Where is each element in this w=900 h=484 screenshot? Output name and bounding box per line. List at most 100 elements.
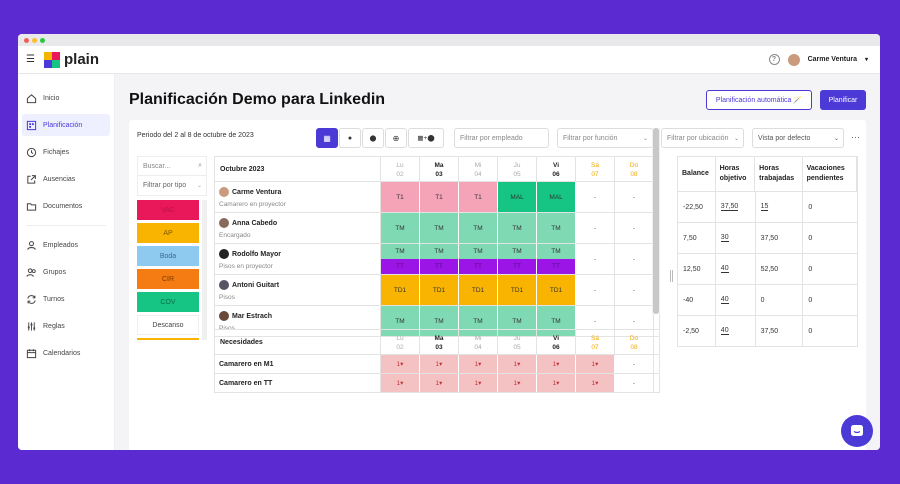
type-search-input[interactable]: Buscar... ⌕ <box>137 156 207 176</box>
shift-cell[interactable]: TD1 <box>498 275 537 305</box>
sidebar-item-grupos[interactable]: Grupos <box>22 261 110 283</box>
type-chip[interactable]: VAC <box>137 200 199 220</box>
help-icon[interactable]: ? <box>768 54 780 65</box>
shift-cell[interactable]: MAL <box>498 182 537 212</box>
sidebar-item-documentos[interactable]: Documentos <box>22 195 110 217</box>
employee-cell[interactable]: Carme Ventura Camarero en proyector <box>215 182 381 212</box>
auto-plan-button[interactable]: Planificación automática 🪄 <box>706 90 812 110</box>
shift-cell[interactable]: T1 <box>420 182 459 212</box>
function-filter-select[interactable]: Filtrar por función ⌄ <box>557 128 653 148</box>
shift-cell[interactable]: - <box>576 182 615 212</box>
stats-cell[interactable]: 30 <box>716 223 756 253</box>
shift-cell[interactable]: TM TT <box>498 244 537 274</box>
grid-location-button[interactable]: ▦+⬤ <box>408 128 444 148</box>
type-chip[interactable]: COV <box>137 292 199 312</box>
need-cell[interactable]: - <box>615 374 654 392</box>
shift-cell[interactable]: - <box>576 306 615 336</box>
shift-cell[interactable]: TD1 <box>420 275 459 305</box>
shift-cell[interactable]: TM <box>498 213 537 243</box>
employee-filter-input[interactable]: Filtrar por empleado <box>454 128 549 148</box>
sidebar-item-ausencias[interactable]: Ausencias <box>22 168 110 190</box>
minimize-window-button[interactable] <box>32 37 37 43</box>
need-cell[interactable]: 1▾ <box>498 355 537 373</box>
user-avatar[interactable] <box>787 53 800 66</box>
type-list-scrollbar[interactable] <box>202 200 206 340</box>
shift-cell[interactable]: - <box>576 244 615 274</box>
type-chip[interactable]: CIR <box>137 269 199 289</box>
stats-cell[interactable]: 40 <box>716 285 756 315</box>
shift-cell[interactable]: - <box>576 213 615 243</box>
shift-cell[interactable]: MAL <box>537 182 576 212</box>
need-cell[interactable]: 1▾ <box>537 355 576 373</box>
employee-cell[interactable]: Rodolfo Mayor Pisos en proyector <box>215 244 381 274</box>
shift-cell[interactable]: - <box>615 244 654 274</box>
shift-cell[interactable]: TM <box>459 213 498 243</box>
view-grid-button[interactable]: ▦ <box>316 128 338 148</box>
shift-cell[interactable]: TM <box>537 213 576 243</box>
employee-cell[interactable]: Mar Estrach Pisos <box>215 306 381 336</box>
shift-cell[interactable]: TM <box>420 213 459 243</box>
view-clock-button[interactable]: ● <box>339 128 361 148</box>
chevron-down-icon[interactable]: ▾ <box>864 57 868 63</box>
shift-cell[interactable]: TM <box>381 213 420 243</box>
type-filter-select[interactable]: Filtrar por tipo ⌄ <box>137 176 207 196</box>
shift-cell[interactable]: - <box>615 306 654 336</box>
maximize-window-button[interactable] <box>40 37 45 43</box>
more-options-button[interactable]: ··· <box>851 132 860 142</box>
shift-cell[interactable]: - <box>576 275 615 305</box>
shift-cell[interactable]: TM TT <box>537 244 576 274</box>
need-cell[interactable]: 1▾ <box>459 355 498 373</box>
need-cell[interactable]: 1▾ <box>381 374 420 392</box>
sidebar-item-planificacion[interactable]: Planificación <box>22 114 110 136</box>
shift-cell[interactable]: TM <box>459 306 498 336</box>
need-cell[interactable]: 1▾ <box>537 374 576 392</box>
sidebar-item-calendarios[interactable]: Calendarios <box>22 342 110 364</box>
employee-cell[interactable]: Anna Cabedo Encargado <box>215 213 381 243</box>
plan-button[interactable]: Planificar <box>820 90 866 110</box>
shift-cell[interactable]: TD1 <box>381 275 420 305</box>
need-cell[interactable]: 1▾ <box>459 374 498 392</box>
shift-cell[interactable]: T1 <box>381 182 420 212</box>
grid-vertical-scrollbar[interactable] <box>652 128 660 314</box>
view-select[interactable]: Vista por defecto ⌄ <box>752 128 844 148</box>
need-cell[interactable]: 1▾ <box>420 355 459 373</box>
need-cell[interactable]: 1▾ <box>576 374 615 392</box>
zoom-button[interactable]: ⊕ <box>385 128 407 148</box>
stats-cell[interactable]: 40 <box>716 254 756 284</box>
need-cell[interactable]: 1▾ <box>576 355 615 373</box>
shift-cell[interactable]: TM <box>498 306 537 336</box>
stats-cell[interactable]: 40 <box>716 316 756 346</box>
shift-cell[interactable]: TM TT <box>459 244 498 274</box>
employee-cell[interactable]: Antoni Guitart Pisos <box>215 275 381 305</box>
shift-cell[interactable]: TM <box>537 306 576 336</box>
need-cell[interactable]: - <box>615 355 654 373</box>
sidebar-item-reglas[interactable]: Reglas <box>22 315 110 337</box>
resize-handle[interactable] <box>670 270 673 282</box>
shift-cell[interactable]: - <box>615 182 654 212</box>
type-chip[interactable]: AP <box>137 223 199 243</box>
sidebar-item-inicio[interactable]: Inicio <box>22 87 110 109</box>
close-window-button[interactable] <box>24 37 29 43</box>
view-location-button[interactable]: ⬤ <box>362 128 384 148</box>
sidebar-item-fichajes[interactable]: Fichajes <box>22 141 110 163</box>
stats-cell[interactable]: 37,50 <box>716 192 756 222</box>
type-chip[interactable]: Boda <box>137 246 199 266</box>
shift-cell[interactable]: TD1 <box>459 275 498 305</box>
sidebar-item-empleados[interactable]: Empleados <box>22 234 110 256</box>
type-chip[interactable]: Descanso <box>137 315 199 335</box>
chat-button[interactable] <box>841 415 873 447</box>
shift-cell[interactable]: T1 <box>459 182 498 212</box>
shift-cell[interactable]: TD1 <box>537 275 576 305</box>
shift-cell[interactable]: TM <box>420 306 459 336</box>
need-cell[interactable]: 1▾ <box>498 374 537 392</box>
need-cell[interactable]: 1▾ <box>381 355 420 373</box>
menu-icon[interactable]: ☰ <box>26 54 35 65</box>
shift-cell[interactable]: - <box>615 275 654 305</box>
location-filter-select[interactable]: Filtrar por ubicación ⌄ <box>661 128 744 148</box>
sidebar-item-turnos[interactable]: Turnos <box>22 288 110 310</box>
shift-cell[interactable]: TM <box>381 306 420 336</box>
shift-cell[interactable]: TM TT <box>420 244 459 274</box>
user-name[interactable]: Carme Ventura <box>807 56 857 63</box>
need-cell[interactable]: 1▾ <box>420 374 459 392</box>
logo[interactable]: plain <box>44 51 99 68</box>
